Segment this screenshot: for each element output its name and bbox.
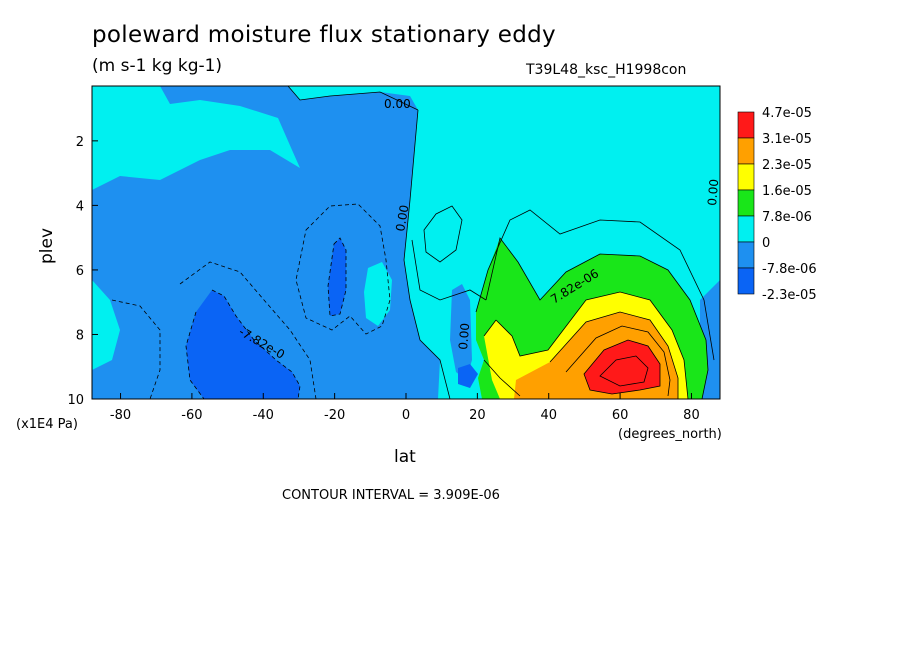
colorbar-swatch: [737, 111, 755, 139]
y-tick-label: 10: [67, 393, 84, 408]
contour-interval-label: CONTOUR INTERVAL = 3.909E-06: [282, 488, 500, 503]
contour-label-zero-tropics: 0.00: [456, 322, 472, 350]
contour-lines: [287, 86, 715, 399]
y-axis-ticks: 2 4 6 8 10: [67, 135, 98, 408]
chart-title: poleward moisture flux stationary eddy: [92, 22, 556, 48]
fill-secondary-positive: [490, 326, 512, 360]
fill-positive-maximum: [584, 340, 660, 394]
colorbar-label: 1.6e-05: [762, 184, 812, 199]
colorbar-swatch: [737, 137, 755, 165]
x-axis-label: lat: [394, 447, 416, 467]
chart-units: (m s-1 kg kg-1): [92, 56, 223, 76]
x-tick-label: 20: [469, 408, 486, 423]
x-tick-label: -80: [110, 408, 131, 423]
fill-zero-patch-center: [364, 262, 392, 326]
colorbar-label: -7.8e-06: [762, 262, 817, 277]
x-tick-label: 40: [540, 408, 557, 423]
fill-strong-negative-20n: [458, 364, 478, 388]
colorbar-swatch: [737, 163, 755, 191]
x-tick-label: -40: [253, 408, 274, 423]
colorbar-label: 3.1e-05: [762, 132, 812, 147]
x-tick-label: 0: [402, 408, 410, 423]
fill-strong-negative-20s: [328, 238, 346, 316]
fill-zero-top-tongue: [92, 86, 300, 190]
x-axis-ticks: -80 -60 -40 -20 0 20 40 60 80: [110, 393, 700, 423]
contour-label-zero-top: 0.00: [384, 97, 411, 111]
x-tick-label: -20: [324, 408, 345, 423]
negative-contour-lines: [111, 203, 391, 399]
fill-strong-negative-sh: [186, 290, 300, 399]
colorbar-label: 2.3e-05: [762, 158, 812, 173]
colorbar: 4.7e-05 3.1e-05 2.3e-05 1.6e-05 7.8e-06 0 -7.8…: [737, 106, 817, 303]
colorbar-swatch: [737, 189, 755, 217]
colorbar-swatch: [737, 267, 755, 295]
x-axis-units: (degrees_north): [618, 427, 722, 442]
contour-fill-group: 0.00 0.00 0.00 0.00 -7.82e-0 7.82e-06: [92, 86, 721, 399]
colorbar-label: -2.3e-05: [762, 288, 817, 303]
colorbar-swatch: [737, 215, 755, 243]
y-tick-label: 6: [76, 264, 84, 279]
run-id-label: T39L48_ksc_H1998con: [526, 62, 687, 78]
colorbar-swatch: [737, 241, 755, 269]
contour-label-zero-east: 0.00: [705, 178, 721, 206]
y-tick-label: 2: [76, 135, 84, 150]
x-tick-label: 80: [683, 408, 700, 423]
y-axis-units: (x1E4 Pa): [16, 417, 78, 432]
y-axis-label: plev: [37, 228, 57, 264]
y-tick-label: 8: [76, 328, 84, 343]
colorbar-label: 7.8e-06: [762, 210, 812, 225]
colorbar-label: 4.7e-05: [762, 106, 812, 121]
x-tick-label: 60: [612, 408, 629, 423]
contour-label-zero-mid: 0.00: [393, 204, 411, 233]
fill-zero-patch-west: [92, 280, 120, 370]
x-tick-label: -60: [181, 408, 202, 423]
y-tick-label: 4: [76, 199, 84, 214]
colorbar-label: 0: [762, 236, 770, 251]
fill-negative-tropics: [450, 284, 472, 380]
